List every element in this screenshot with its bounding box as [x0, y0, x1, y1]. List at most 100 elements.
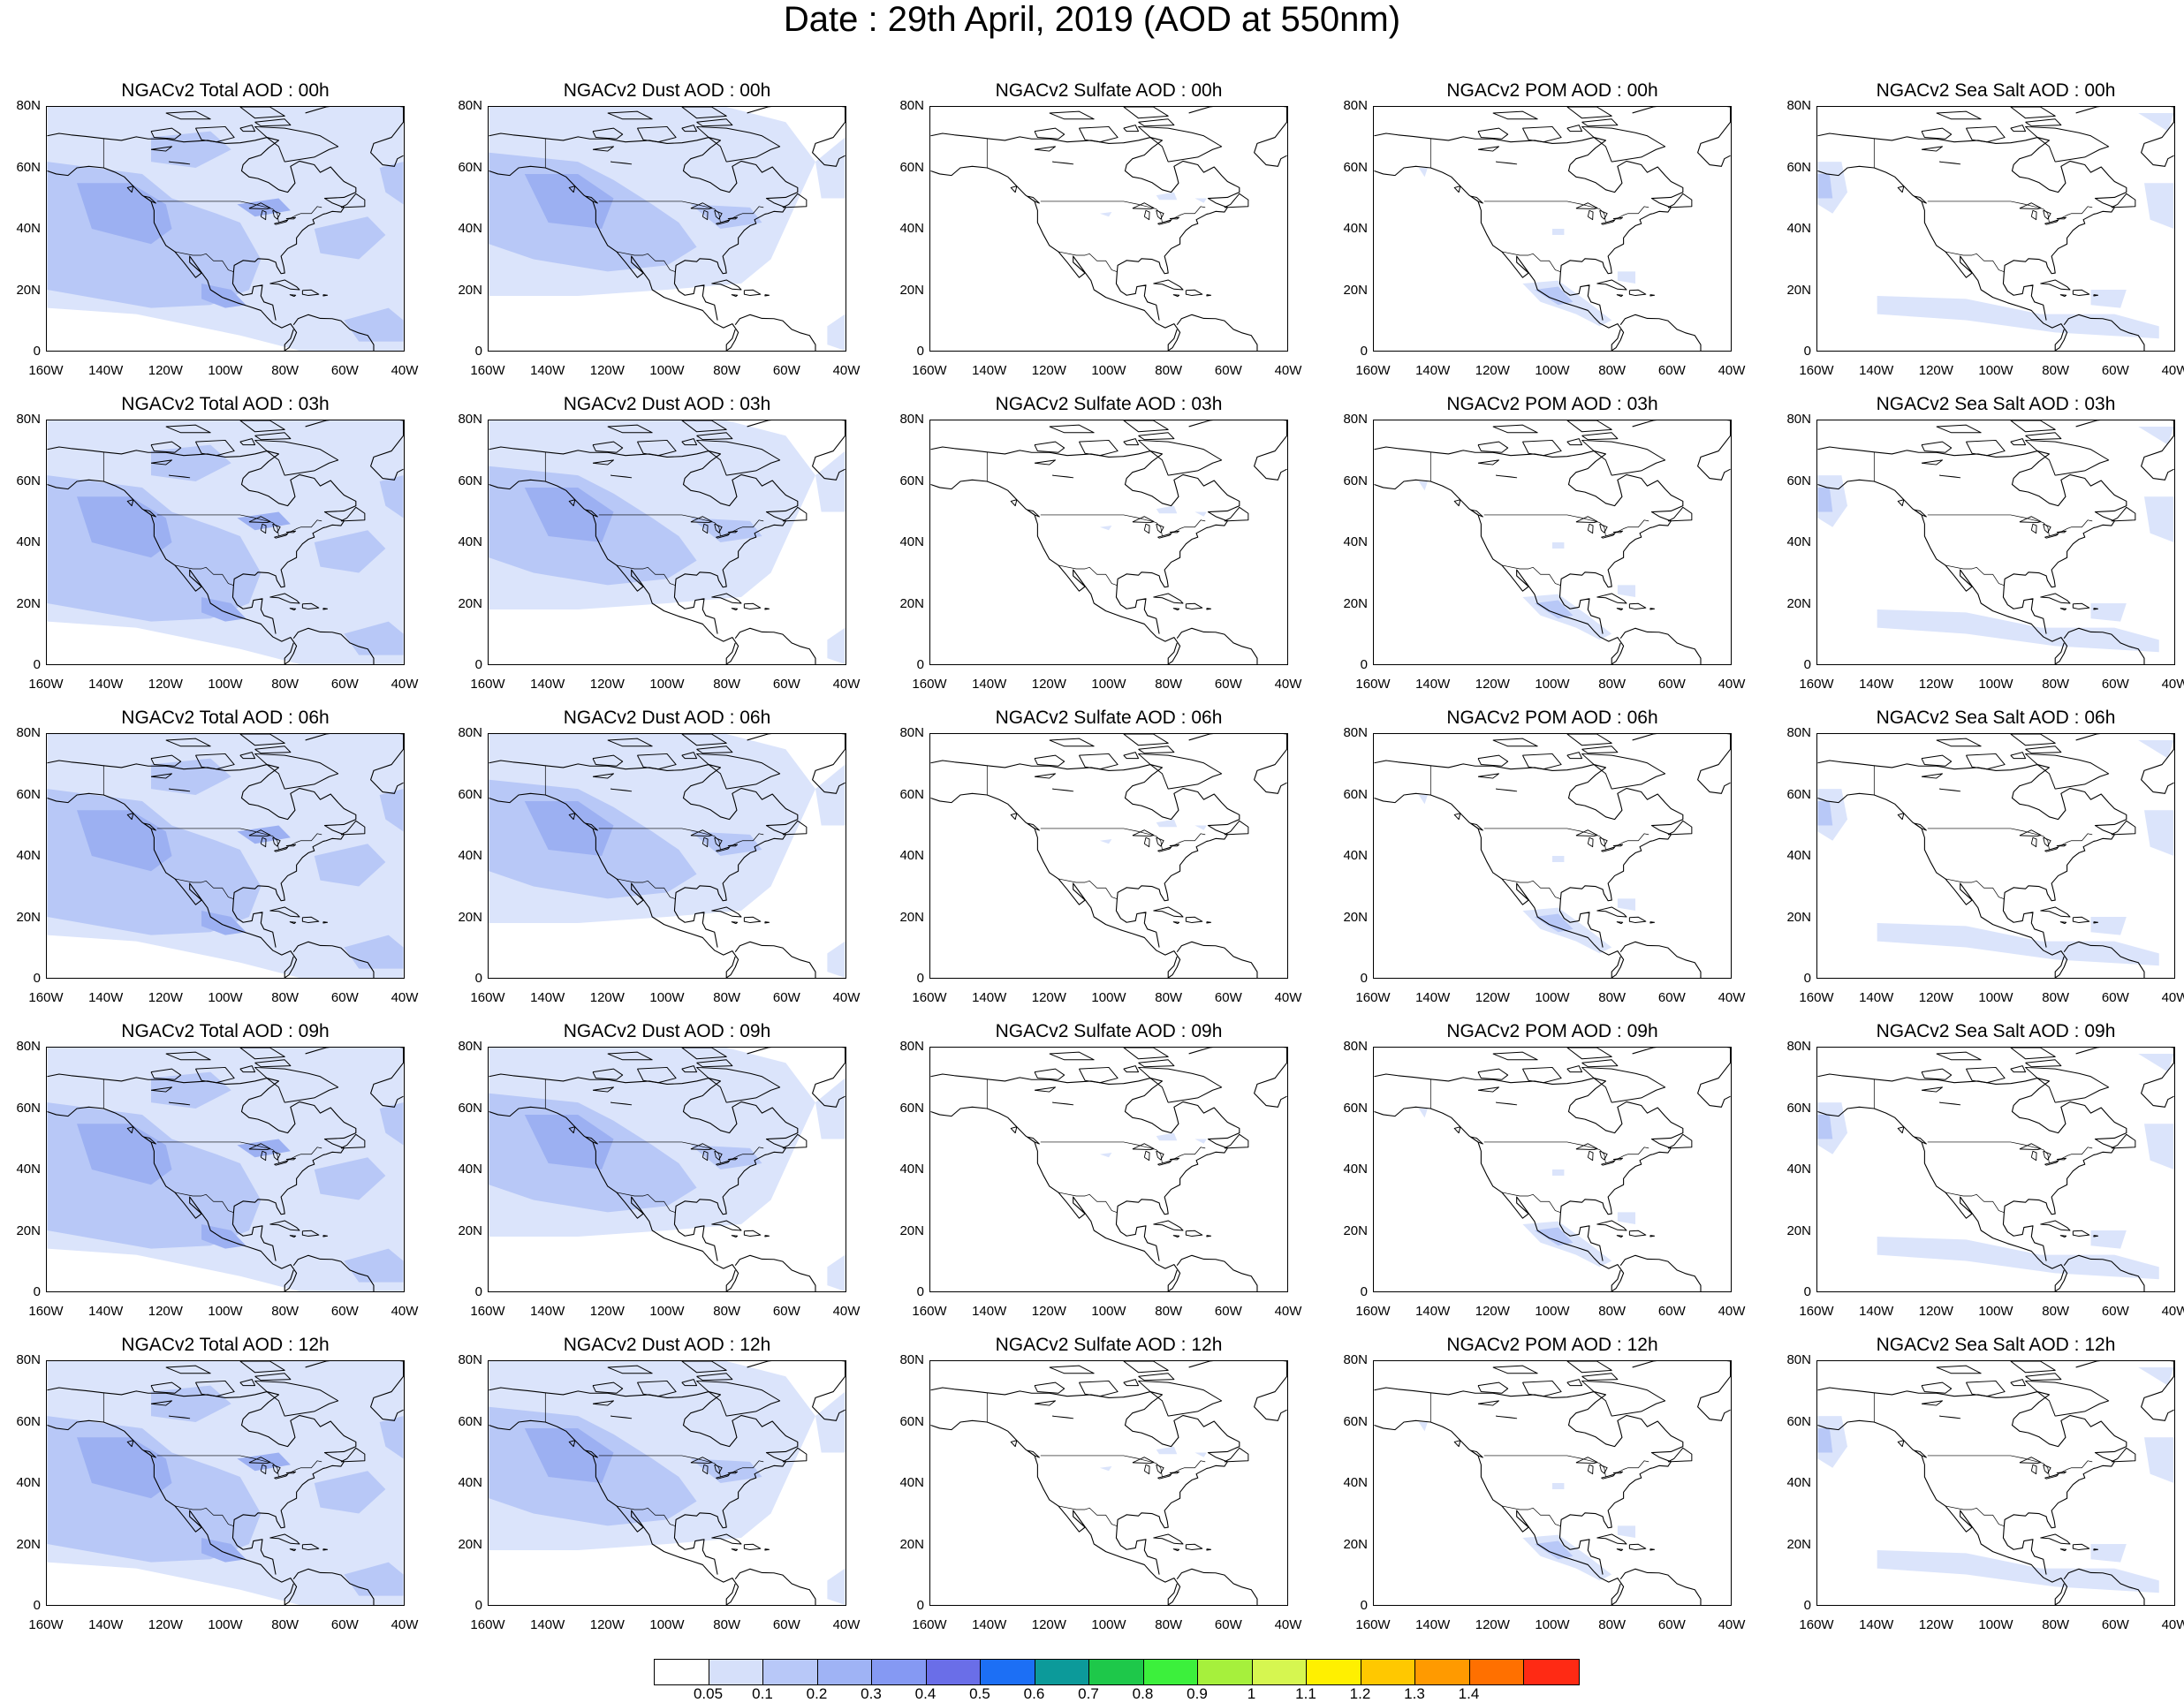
lake-outline: [1496, 1415, 1518, 1419]
island-outline: [301, 289, 320, 297]
island-outline: [1522, 1380, 1562, 1397]
island-outline: [1079, 1066, 1119, 1084]
coastline: [47, 165, 298, 351]
island-outline: [637, 125, 677, 143]
lake-outline: [1052, 788, 1074, 792]
coastline: [1374, 760, 1684, 948]
y-tick-label: 40N: [1786, 1162, 1811, 1177]
y-tick-label: 60N: [1786, 786, 1811, 802]
country-border: [1945, 878, 2005, 899]
panel-title: NGACv2 Sulfate AOD : 03h: [995, 394, 1223, 414]
x-tick-label: 140W: [972, 1304, 1007, 1319]
colorbar-swatch: [1198, 1660, 1253, 1684]
y-tick-label: 40N: [16, 1162, 41, 1177]
coastline: [1632, 1361, 1731, 1421]
island-outline: [239, 1379, 256, 1387]
x-tick-label: 120W: [148, 1304, 183, 1319]
x-tick-label: 40W: [832, 1617, 861, 1632]
island-outline: [1566, 1379, 1583, 1387]
island-outline: [2111, 193, 2136, 208]
aod-map: [930, 420, 1287, 664]
x-tick-label: 160W: [1355, 1617, 1391, 1632]
island-outline: [1153, 593, 1184, 604]
y-tick-label: 40N: [16, 848, 41, 863]
island-outline: [143, 1449, 156, 1458]
y-tick-label: 0: [474, 1284, 482, 1299]
x-tick-label: 100W: [1091, 363, 1126, 378]
y-tick-label: 40N: [1343, 1162, 1368, 1177]
lake-outline: [610, 474, 633, 479]
x-tick-label: 80W: [1155, 1617, 1183, 1632]
map-plot-area: [929, 420, 1288, 665]
map-panel: NGACv2 Dust AOD : 09h 80N 60N 40N 20N 0 160W 14…: [442, 1020, 860, 1325]
x-tick-label: 60W: [330, 1304, 359, 1319]
coastline: [1632, 107, 1731, 167]
map-plot-area: [929, 1360, 1288, 1606]
lake-outline: [1939, 1415, 1961, 1419]
island-outline: [1616, 294, 1624, 298]
colorbar-label: 0.5: [969, 1685, 990, 1702]
coastline: [292, 941, 375, 978]
lake-outline: [150, 1400, 172, 1406]
x-tick-label: 60W: [2101, 363, 2129, 378]
aod-shading: [151, 758, 231, 795]
coastline: [47, 1387, 357, 1575]
country-border: [1501, 1505, 1561, 1526]
lake-outline: [1496, 1101, 1518, 1106]
lake-outline: [1921, 1400, 1943, 1406]
colorbar-label: 1.4: [1458, 1685, 1480, 1702]
island-outline: [2025, 1380, 2110, 1417]
island-outline: [568, 499, 576, 507]
lake-outline: [2044, 219, 2059, 225]
aod-shading: [77, 1124, 172, 1185]
lake-outline: [1496, 788, 1518, 792]
lake-outline: [1477, 1086, 1499, 1093]
y-tick-label: 40N: [899, 1162, 924, 1177]
colorbar-swatch: [1361, 1660, 1415, 1684]
lake-outline: [1921, 773, 1943, 779]
coastline: [930, 1073, 1240, 1261]
x-tick-label: 140W: [1859, 990, 1894, 1005]
y-tick-label: 0: [916, 1284, 924, 1299]
island-outline: [1453, 499, 1461, 507]
island-outline: [1596, 1533, 1627, 1545]
aod-shading: [2138, 1053, 2174, 1072]
coastline: [1176, 314, 1258, 351]
coastline: [1817, 1106, 2068, 1291]
island-outline: [1667, 506, 1693, 522]
lake-outline: [1034, 459, 1056, 465]
country-border: [174, 564, 234, 586]
panel-title: NGACv2 Total AOD : 00h: [121, 80, 330, 101]
coastline: [734, 1254, 816, 1291]
x-tick-label: 160W: [912, 1304, 947, 1319]
y-tick-label: 40N: [16, 1475, 41, 1490]
panel-title: NGACv2 POM AOD : 06h: [1446, 708, 1658, 728]
x-tick-label: 100W: [1978, 1304, 2013, 1319]
island-outline: [239, 420, 285, 433]
lake-outline: [1599, 836, 1608, 847]
island-outline: [1123, 125, 1140, 132]
coastline: [1632, 734, 1731, 794]
island-outline: [239, 1361, 285, 1374]
panel-title: NGACv2 Sea Salt AOD : 00h: [1876, 80, 2116, 101]
x-tick-label: 140W: [972, 363, 1007, 378]
country-border: [1483, 1141, 1649, 1164]
island-outline: [1049, 738, 1095, 747]
lake-outline: [1052, 1101, 1074, 1106]
coastline: [47, 760, 357, 948]
colorbar-swatch: [709, 1660, 763, 1684]
island-outline: [2059, 294, 2067, 298]
map-panel: NGACv2 Sulfate AOD : 03h 80N 60N 40N 20N 0 160…: [883, 393, 1301, 698]
island-outline: [585, 1136, 598, 1145]
coastline: [1817, 446, 2127, 634]
panel-title: NGACv2 Total AOD : 06h: [121, 708, 330, 728]
island-outline: [2072, 1543, 2090, 1551]
x-tick-label: 140W: [1859, 1304, 1894, 1319]
lake-outline: [260, 1150, 267, 1162]
x-tick-label: 40W: [1274, 677, 1302, 692]
coastline: [284, 329, 294, 351]
lake-outline: [1034, 773, 1056, 779]
x-tick-label: 100W: [1091, 1617, 1126, 1632]
aod-map: [47, 734, 404, 978]
lake-outline: [701, 1150, 709, 1162]
